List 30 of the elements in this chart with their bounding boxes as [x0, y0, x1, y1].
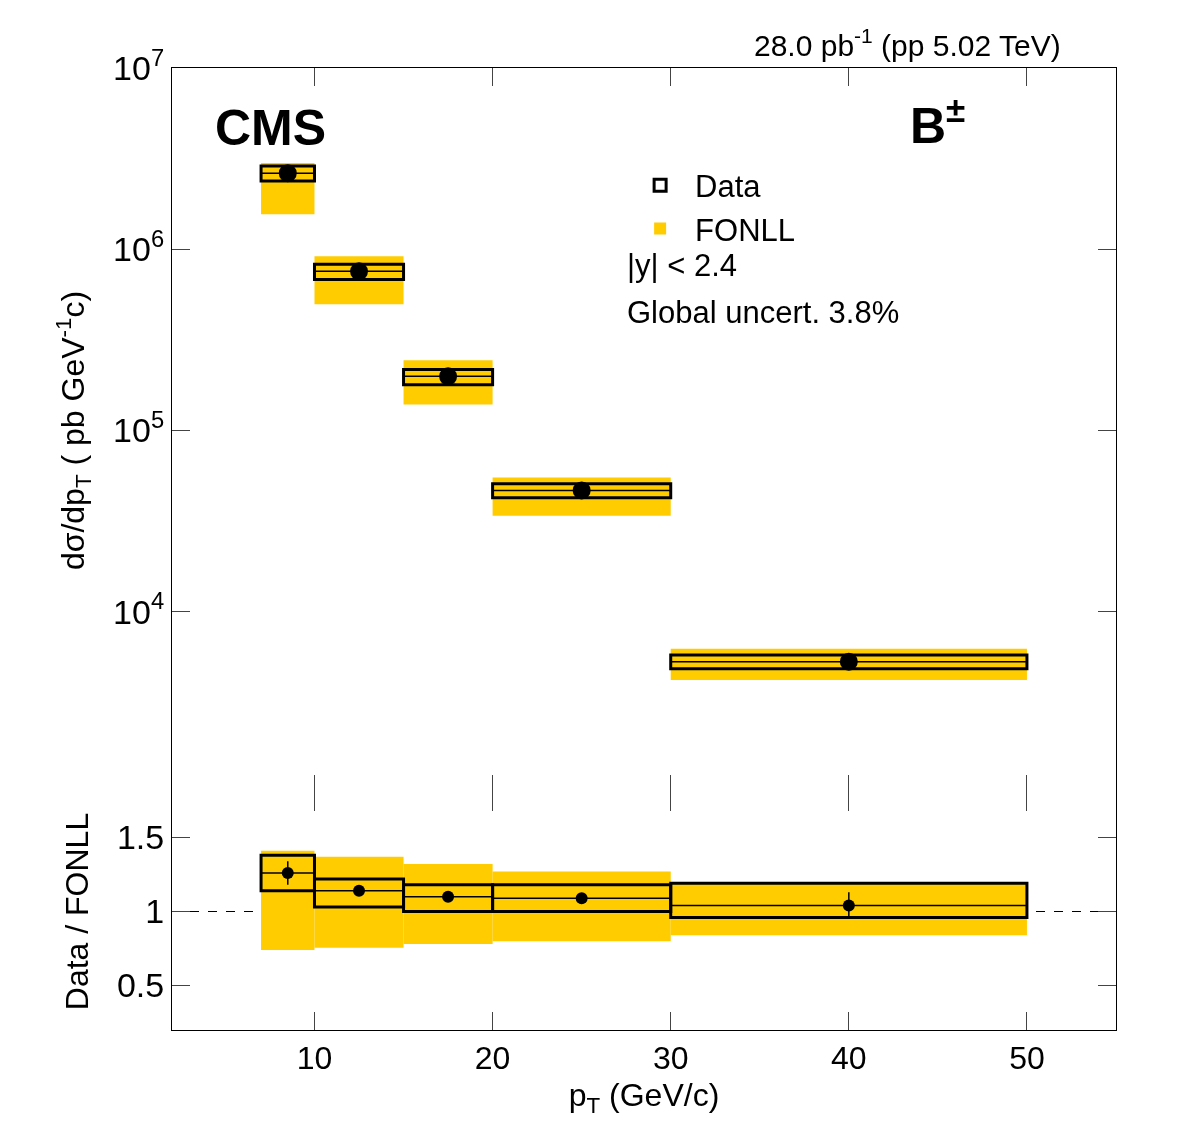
y-tick-label: 0.5	[116, 966, 165, 1005]
x-tick-label: 30	[652, 1040, 689, 1077]
x-tick-label: 40	[831, 1040, 867, 1077]
y-tick-label: 1	[145, 892, 165, 931]
annotation: Global uncert. 3.8%	[627, 295, 900, 330]
point	[572, 481, 591, 500]
legend-label: Data	[695, 169, 762, 205]
point	[281, 866, 294, 879]
annotation: CMS	[215, 100, 327, 156]
text: 28.0 pb$^{-1}$ (pp 5.02 TeV)	[754, 24, 1061, 62]
point	[575, 892, 588, 905]
y-tick-label: 10$^{4}$	[113, 587, 165, 631]
annotation: |y| < 2.4	[627, 248, 738, 283]
x-tick-label: 50	[1009, 1040, 1045, 1077]
point	[439, 367, 458, 386]
annotation: B$^{±}$	[910, 90, 966, 154]
y-tick-label: 1.5	[116, 818, 165, 857]
point	[842, 899, 855, 912]
legend-label: FONLL	[695, 212, 796, 248]
point	[353, 884, 366, 897]
point	[839, 652, 858, 671]
y-tick-label: 10$^{5}$	[113, 406, 165, 450]
y-axis-title: Data / FONLL	[59, 812, 96, 1011]
point	[278, 164, 297, 183]
x-axis-title: p$_{T}$ (GeV/c)	[568, 1077, 720, 1119]
x-tick-label: 20	[474, 1040, 511, 1077]
point	[442, 890, 455, 903]
x-tick-label: 10	[296, 1040, 333, 1077]
y-tick-label: 10$^{7}$	[113, 43, 165, 87]
y-tick-label: 10$^{6}$	[113, 224, 165, 269]
